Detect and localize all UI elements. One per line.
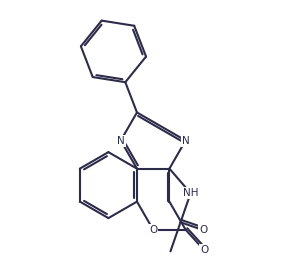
Text: N: N <box>117 135 125 146</box>
Text: O: O <box>200 245 208 255</box>
Text: O: O <box>199 225 208 235</box>
Text: O: O <box>149 225 157 235</box>
Text: N: N <box>182 135 189 146</box>
Text: NH: NH <box>183 188 199 198</box>
